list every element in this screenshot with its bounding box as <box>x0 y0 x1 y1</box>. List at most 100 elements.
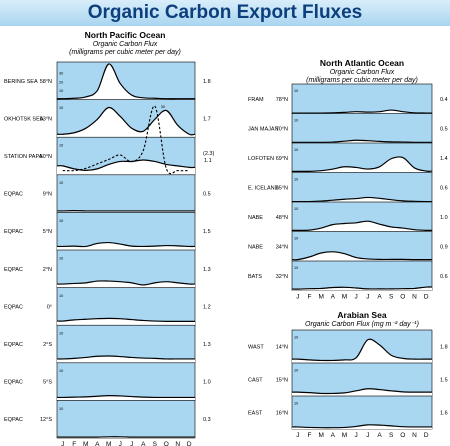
station-label: EQPAC <box>4 304 23 310</box>
y-tick-label: 10 <box>294 237 298 241</box>
overlay-dashed-line <box>62 105 190 175</box>
subplot-bg <box>56 174 196 213</box>
station-label: EQPAC <box>4 417 23 423</box>
latitude-label: 0° <box>47 304 52 310</box>
month-tick-label: S <box>153 441 158 446</box>
month-tick-label: N <box>175 441 180 446</box>
flux-line <box>292 139 432 143</box>
flux-value: 1.0 <box>440 215 448 221</box>
month-tick-label: A <box>141 441 146 446</box>
flux-value: 1.6 <box>440 411 448 417</box>
y-tick-label: 10 <box>294 402 298 406</box>
subplot-bg <box>291 83 433 114</box>
y-tick-label: 30 <box>59 71 63 75</box>
month-tick-label: O <box>400 432 405 439</box>
month-tick-label: A <box>331 432 336 439</box>
flux-area <box>57 318 195 326</box>
y-tick-label: 10 <box>59 294 63 298</box>
month-tick-label: J <box>130 441 133 446</box>
y-tick-label: 10 <box>294 207 298 211</box>
panel-subtitle-0-1: (milligrams per cubic meter per day) <box>69 49 181 56</box>
station-label: EQPAC <box>4 229 23 235</box>
month-tick-label: S <box>389 432 394 439</box>
month-tick-label: F <box>308 294 312 301</box>
latitude-label: 12°S <box>40 417 52 423</box>
y-tick-label: 10 <box>294 178 298 182</box>
subplot-bg <box>291 113 433 144</box>
month-tick-label: F <box>72 441 76 446</box>
station-label: E. ICELAND <box>248 185 279 191</box>
flux-line <box>56 241 196 248</box>
flux-value: 1.3 <box>203 267 211 273</box>
flux-value: 1.8 <box>203 79 211 85</box>
month-tick-label: M <box>318 432 323 439</box>
flux-line <box>56 280 196 286</box>
station-label: EQPAC <box>4 380 23 386</box>
flux-value: 0.4 <box>440 97 448 103</box>
y-tick-label: 10 <box>59 144 63 148</box>
month-tick-label: M <box>342 294 347 301</box>
panel-subtitle-0-0: Organic Carbon Flux <box>93 41 158 48</box>
month-tick-label: J <box>355 294 358 301</box>
y-tick-label: 10 <box>294 369 298 373</box>
latitude-label: 53°N <box>40 116 52 122</box>
station-label: EAST <box>248 411 263 417</box>
subplot-bg <box>56 249 196 288</box>
latitude-label: 2°S <box>43 342 52 348</box>
station-label: FRAM <box>248 97 264 103</box>
flux-area <box>292 339 432 363</box>
latitude-label: 70°N <box>276 126 288 132</box>
month-tick-label: D <box>424 294 429 301</box>
flux-value: 1.0 <box>203 380 211 386</box>
station-label: NABE <box>248 215 263 221</box>
latitude-label: 5°N <box>43 229 52 235</box>
station-label: STATION PAPA <box>4 154 43 160</box>
latitude-label: 9°N <box>43 192 52 198</box>
flux-value: 1.8 <box>440 345 448 351</box>
latitude-label: 2°N <box>43 267 52 273</box>
panel-title-2: Arabian Sea <box>337 310 386 320</box>
station-label: BERING SEA <box>4 79 38 85</box>
month-tick-label: D <box>424 432 429 439</box>
flux-line <box>56 159 196 171</box>
panel-subtitle-1-1: (milligrams per cubic meter per day) <box>306 77 418 84</box>
y-tick-label: 10 <box>59 89 63 93</box>
month-tick-label: M <box>83 441 88 446</box>
y-tick-label: 20 <box>59 80 63 84</box>
month-tick-label: A <box>377 294 382 301</box>
latitude-label: 58°N <box>40 79 52 85</box>
station-label: EQPAC <box>4 342 23 348</box>
month-tick-label: A <box>95 441 100 446</box>
month-tick-label: N <box>412 294 417 301</box>
flux-value: 0.3 <box>203 417 211 423</box>
flux-area <box>57 159 195 175</box>
latitude-label: 32°N <box>276 274 288 280</box>
y-tick-label: 10 <box>59 256 63 260</box>
latitude-label: 34°N <box>276 244 288 250</box>
flux-line <box>292 196 433 203</box>
flux-value: 1.5 <box>203 229 211 235</box>
flux-value: 0.5 <box>440 126 448 132</box>
flux-value: 0.6 <box>440 185 448 191</box>
month-tick-label: M <box>342 432 347 439</box>
y-tick-label: 10 <box>294 266 298 270</box>
subplot-bg <box>291 395 433 430</box>
y-tick-label: 10 <box>294 148 298 152</box>
flux-value: 1.1 <box>204 158 212 164</box>
subplot-bg <box>291 172 433 203</box>
month-tick-label: O <box>164 441 169 446</box>
y-tick-label: 10 <box>59 332 63 336</box>
month-tick-label: J <box>61 441 64 446</box>
flux-value: 1.3 <box>203 342 211 348</box>
flux-value: 1.7 <box>203 116 211 122</box>
month-tick-label: M <box>106 441 111 446</box>
flux-value: 0.5 <box>203 192 211 198</box>
flux-line <box>56 355 195 360</box>
y-tick-label: 10 <box>59 407 63 411</box>
latitude-label: 69°N <box>276 156 288 162</box>
latitude-label: 15°N <box>276 378 288 384</box>
flux-area <box>292 251 432 261</box>
latitude-label: 5°S <box>43 380 52 386</box>
month-tick-label: A <box>377 432 382 439</box>
